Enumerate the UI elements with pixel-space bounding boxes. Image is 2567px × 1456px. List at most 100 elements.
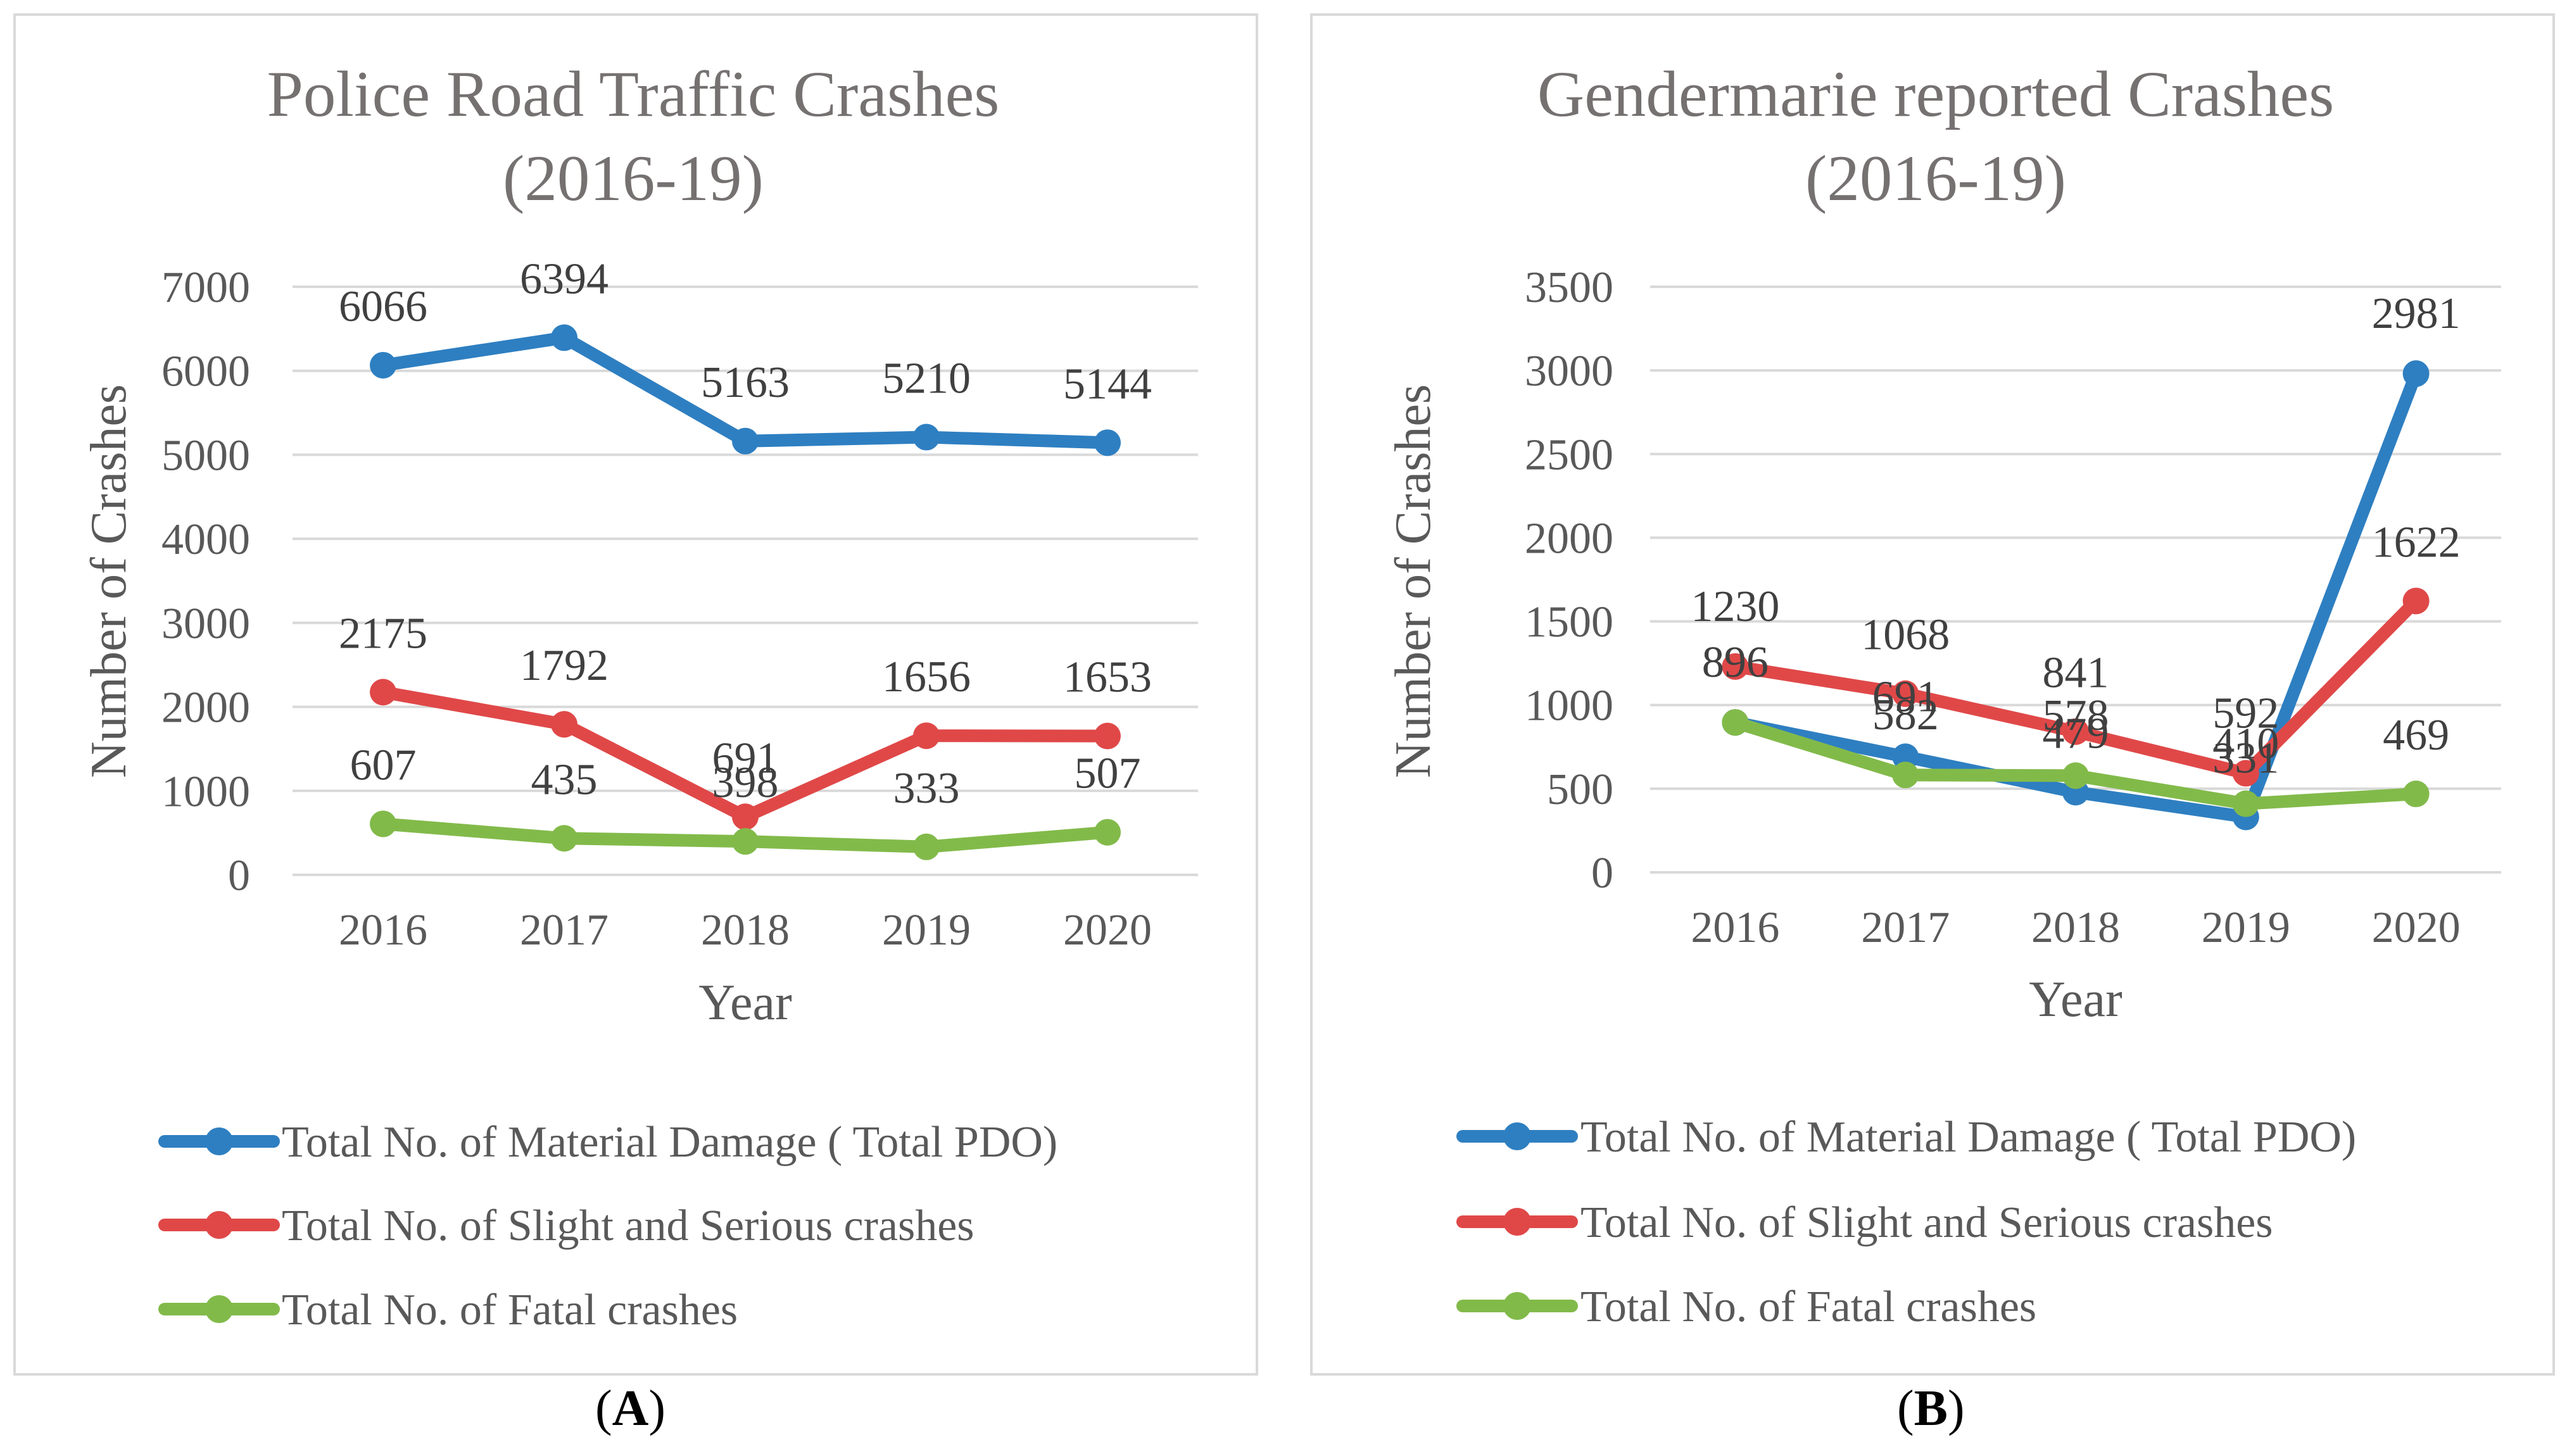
x-tick-label: 2016 <box>339 906 427 955</box>
data-point <box>2232 790 2259 817</box>
data-point <box>1892 762 1919 789</box>
data-label: 398 <box>712 758 779 807</box>
data-point <box>551 324 577 351</box>
data-point <box>2062 762 2089 789</box>
chart-title-line: (2016-19) <box>1805 142 2066 215</box>
y-tick-label: 1500 <box>1525 598 1613 647</box>
data-label: 507 <box>1075 750 1141 798</box>
x-tick-label: 2018 <box>2031 903 2120 952</box>
y-tick-label: 3000 <box>161 599 250 648</box>
legend-marker <box>205 1295 233 1323</box>
data-point <box>370 810 396 838</box>
data-label: 896 <box>1702 638 1769 687</box>
data-label: 331 <box>2212 734 2279 783</box>
legend-marker <box>205 1211 233 1239</box>
data-point <box>1094 722 1121 750</box>
data-point <box>2402 360 2430 387</box>
chart-title-line: (2016-19) <box>503 142 764 215</box>
y-tick-label: 0 <box>228 851 250 900</box>
y-tick-label: 0 <box>1591 849 1613 898</box>
data-point <box>1094 429 1121 456</box>
data-label: 582 <box>1872 691 1939 739</box>
data-label: 479 <box>2043 709 2109 758</box>
data-point <box>732 803 759 831</box>
data-label: 6066 <box>339 282 427 331</box>
data-label: 1068 <box>1861 611 1950 660</box>
data-point <box>1722 709 1749 736</box>
data-point <box>913 424 940 451</box>
legend-label: Total No. of Slight and Serious crashes <box>1580 1198 2273 1247</box>
panel-label-b: (B) <box>1897 1381 1965 1436</box>
y-axis-title: Number of Crashes <box>81 384 137 778</box>
data-label: 592 <box>2212 689 2279 738</box>
data-point <box>732 427 759 455</box>
x-tick-label: 2019 <box>2202 903 2290 952</box>
y-tick-label: 7000 <box>161 263 250 312</box>
data-label: 691 <box>1872 672 1939 721</box>
chart-title-line: Gendermarie reported Crashes <box>1537 58 2334 130</box>
x-tick-label: 2020 <box>2372 903 2461 952</box>
x-axis-title: Year <box>2029 972 2122 1027</box>
data-label: 607 <box>350 741 417 789</box>
data-label: 578 <box>2043 691 2109 740</box>
data-label: 1656 <box>882 653 971 701</box>
y-tick-label: 2000 <box>1525 514 1613 563</box>
data-point <box>913 722 940 750</box>
data-label: 5210 <box>882 355 971 403</box>
legend-label: Total No. of Slight and Serious crashes <box>282 1202 974 1250</box>
y-tick-label: 500 <box>1547 765 1613 814</box>
panel-label-a: (A) <box>595 1381 666 1436</box>
data-point <box>2232 760 2259 787</box>
data-point <box>2062 718 2089 745</box>
data-label: 841 <box>2043 649 2109 698</box>
y-tick-label: 3000 <box>1525 347 1613 396</box>
x-tick-label: 2018 <box>701 906 790 955</box>
data-point <box>551 711 577 738</box>
y-tick-label: 3500 <box>1525 263 1613 312</box>
data-point <box>370 351 396 379</box>
data-label: 435 <box>531 755 598 804</box>
legend-marker <box>205 1127 233 1155</box>
y-tick-label: 1000 <box>161 767 250 816</box>
y-tick-label: 5000 <box>161 431 250 480</box>
y-tick-label: 6000 <box>161 348 250 396</box>
legend-marker <box>1503 1208 1531 1236</box>
data-label: 333 <box>893 764 960 813</box>
x-tick-label: 2019 <box>882 906 971 955</box>
chart-title-line: Police Road Traffic Crashes <box>267 58 1000 130</box>
data-point <box>2402 587 2430 615</box>
x-tick-label: 2016 <box>1691 903 1779 952</box>
data-point <box>1094 819 1121 846</box>
y-axis-title: Number of Crashes <box>1385 384 1441 778</box>
y-tick-label: 1000 <box>1525 682 1613 731</box>
data-label: 1230 <box>1691 582 1779 631</box>
legend-label: Total No. of Fatal crashes <box>282 1286 738 1334</box>
data-label: 410 <box>2212 720 2279 769</box>
data-label: 1622 <box>2372 518 2461 567</box>
chart-b: Gendermarie reported Crashes (2016-19) 0 50… <box>1385 58 2501 1331</box>
data-label: 2981 <box>2372 289 2461 338</box>
data-point <box>1892 743 1919 770</box>
y-tick-label: 2000 <box>161 684 250 732</box>
x-axis-title: Year <box>698 975 792 1031</box>
data-point <box>1892 680 1919 707</box>
data-point <box>732 828 759 855</box>
data-label: 896 <box>1702 638 1769 687</box>
legend-label: Total No. of Material Damage ( Total PDO… <box>1580 1113 2356 1162</box>
data-label: 5144 <box>1063 360 1152 408</box>
data-label: 6394 <box>520 254 609 303</box>
legend-label: Total No. of Material Damage ( Total PDO… <box>282 1118 1057 1167</box>
data-label: 691 <box>712 734 779 782</box>
x-tick-label: 2020 <box>1063 906 1152 955</box>
data-label: 2175 <box>339 609 427 658</box>
data-point <box>551 825 577 852</box>
data-point <box>913 833 940 860</box>
legend-marker <box>1503 1292 1531 1320</box>
legend-label: Total No. of Fatal crashes <box>1580 1283 2036 1331</box>
x-tick-label: 2017 <box>520 906 609 955</box>
x-tick-label: 2017 <box>1861 903 1950 952</box>
chart-a: Police Road Traffic Crashes (2016-19) 0 100… <box>81 58 1198 1334</box>
data-label: 5163 <box>701 358 790 407</box>
data-point <box>2402 781 2430 808</box>
